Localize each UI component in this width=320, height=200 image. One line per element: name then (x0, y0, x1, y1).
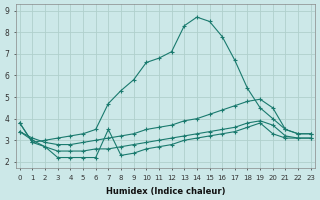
X-axis label: Humidex (Indice chaleur): Humidex (Indice chaleur) (106, 187, 225, 196)
